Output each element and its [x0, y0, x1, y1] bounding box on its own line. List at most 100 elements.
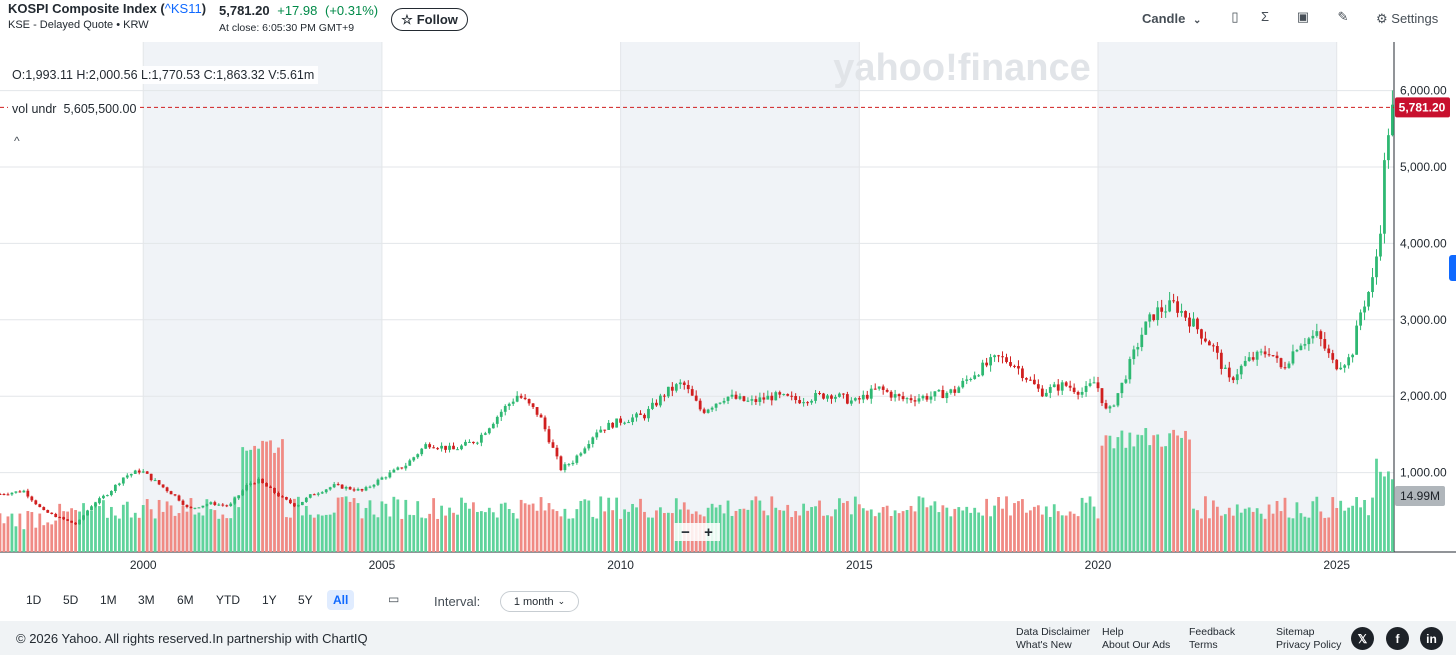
candle-body [726, 396, 730, 401]
x-tick-label: 2025 [1323, 558, 1350, 572]
follow-button[interactable]: ☆ Follow [391, 8, 468, 31]
volume-bar [826, 515, 829, 552]
candle-body [1080, 391, 1084, 395]
chart-type-dropdown[interactable]: Candle ⌄ [1142, 11, 1202, 26]
volume-bar [1367, 515, 1370, 552]
collapse-caret-icon[interactable]: ^ [14, 134, 20, 148]
volume-bar [1005, 496, 1008, 552]
volume-bar [1188, 439, 1191, 552]
range-button-5y[interactable]: 5Y [298, 593, 313, 607]
volume-bar [774, 507, 778, 552]
volume-bar [1247, 507, 1251, 552]
range-button-6m[interactable]: 6M [177, 593, 194, 607]
footer-link-sitemap[interactable]: Sitemap [1276, 626, 1315, 638]
volume-bar [129, 517, 133, 552]
volume-bar [1339, 500, 1343, 552]
footer-link-terms[interactable]: Terms [1189, 639, 1218, 651]
candle-body [547, 429, 551, 443]
range-button-1m[interactable]: 1M [100, 593, 117, 607]
candle-body [551, 442, 555, 448]
volume-bar [1235, 504, 1239, 552]
volume-bar [949, 516, 953, 552]
candle-body [300, 501, 304, 506]
volume-bar [102, 500, 105, 552]
volume-bar [993, 505, 996, 552]
volume-bar [277, 447, 280, 552]
footer-link-privacy-policy[interactable]: Privacy Policy [1276, 639, 1342, 651]
range-button-ytd[interactable]: YTD [216, 593, 240, 607]
range-button-5d[interactable]: 5D [63, 593, 79, 607]
volume-bar [1128, 432, 1132, 552]
volume-bar [424, 518, 428, 552]
volume-bar [328, 514, 332, 552]
volume-bar [659, 507, 662, 552]
volume-bar [161, 511, 165, 552]
linkedin-icon[interactable]: in [1420, 627, 1443, 650]
yahoo-finance-watermark: yahoo!finance [833, 47, 1091, 89]
draw-pencil-icon[interactable]: ✎ [1337, 9, 1349, 24]
copyright-text: © 2026 Yahoo. All rights reserved.In par… [16, 631, 368, 646]
volume-bar [499, 503, 503, 552]
range-button-all[interactable]: All [327, 590, 355, 610]
zoom-in-button[interactable]: + [704, 523, 713, 541]
candle-body [885, 389, 889, 392]
candle-body [82, 515, 85, 520]
footer-link-help[interactable]: Help [1102, 626, 1124, 638]
volume-bar [1359, 507, 1362, 552]
candle-body [1243, 360, 1247, 366]
candle-body [678, 382, 682, 385]
compare-icon[interactable]: ▯ [1231, 9, 1239, 24]
symbol-link[interactable]: ^KS11 [164, 1, 202, 16]
candle-body [834, 396, 837, 399]
candle-body [145, 471, 149, 474]
range-button-1y[interactable]: 1Y [262, 593, 277, 607]
volume-bar [201, 515, 205, 552]
candle-body [1036, 384, 1040, 389]
interval-dropdown[interactable]: 1 month ⌄ [500, 591, 579, 612]
candle-body [1120, 382, 1124, 394]
candle-body [285, 497, 288, 500]
volume-bar [1080, 497, 1084, 552]
candle-body [989, 357, 992, 366]
volume-bar [778, 510, 782, 552]
candle-body [1160, 307, 1164, 312]
x-icon[interactable]: 𝕏 [1351, 627, 1374, 650]
price-chart[interactable]: yahoo!finance 1,000.00 2,000.00 3,000.00 4,0… [0, 42, 1456, 572]
volume-bar [599, 496, 603, 552]
candle-body [1391, 104, 1394, 136]
footer-link-data-disclaimer[interactable]: Data Disclaimer [1016, 626, 1091, 638]
volume-bar [655, 510, 658, 552]
volume-bar [921, 497, 925, 552]
range-button-3m[interactable]: 3M [138, 593, 155, 607]
chart-canvas[interactable]: yahoo!finance 1,000.00 2,000.00 3,000.00 4,0… [0, 42, 1456, 582]
candle-body [1208, 341, 1211, 346]
candle-body [937, 390, 941, 392]
candle-body [1299, 345, 1303, 351]
footer-link-feedback[interactable]: Feedback [1189, 626, 1236, 638]
calendar-icon[interactable]: ▭ [388, 592, 400, 606]
volume-bar [977, 512, 981, 552]
side-panel-toggle[interactable] [1449, 255, 1456, 281]
volume-bar [639, 498, 642, 552]
volume-bar [754, 496, 758, 552]
footer-link-what-s-new[interactable]: What's New [1016, 639, 1072, 651]
candle-body [479, 434, 483, 443]
candle-body [1148, 314, 1152, 322]
volume-bar [1021, 499, 1024, 552]
range-button-1d[interactable]: 1D [26, 593, 42, 607]
footer-link-about-our-ads[interactable]: About Our Ads [1102, 639, 1171, 651]
indicators-sigma-icon[interactable]: Σ [1260, 9, 1270, 24]
settings-button[interactable]: ⚙ Settings [1376, 11, 1439, 26]
events-calendar-icon[interactable]: ▣ [1296, 9, 1310, 24]
volume-bar [794, 511, 798, 552]
volume-bar [241, 447, 245, 552]
volume-bar [209, 509, 213, 552]
volume-bar [269, 440, 272, 552]
candle-body [1180, 311, 1183, 313]
facebook-icon[interactable]: f [1386, 627, 1409, 650]
volume-bar [873, 516, 877, 552]
price-change-pct: (+0.31%) [324, 3, 379, 18]
chevron-down-icon: ⌄ [1192, 15, 1202, 26]
candle-body [1124, 379, 1128, 383]
zoom-out-button[interactable]: − [681, 523, 690, 541]
